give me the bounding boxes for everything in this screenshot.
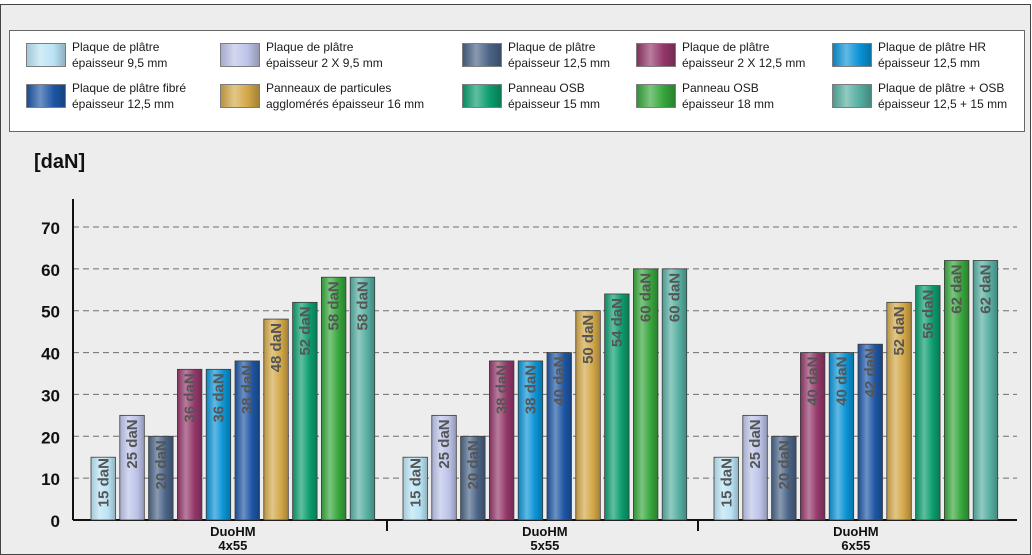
bar xyxy=(800,352,826,521)
bar-value-label: 54 daN xyxy=(609,298,626,347)
bar xyxy=(119,414,145,521)
bar-value-label: 42 daN xyxy=(862,348,879,397)
legend-swatch xyxy=(26,43,66,67)
bar-value-label: 36 daN xyxy=(210,373,227,422)
bar xyxy=(176,368,203,521)
legend-label: Plaque de plâtre fibré épaisseur 12,5 mm xyxy=(72,81,187,111)
bar xyxy=(857,343,883,521)
bar-value-label: 38 daN xyxy=(494,365,511,414)
bar xyxy=(234,360,260,521)
bar-value-label: 38 daN xyxy=(522,365,539,414)
bar xyxy=(828,352,855,521)
legend-label: Panneau OSB épaisseur 15 mm xyxy=(508,81,601,111)
bar xyxy=(944,260,970,521)
category-label: DuoHM xyxy=(833,524,879,539)
bar xyxy=(460,435,486,521)
bar-value-label: 50 daN xyxy=(580,315,597,364)
y-tick-label: 50 xyxy=(41,303,60,322)
bar xyxy=(292,301,318,521)
legend-swatch xyxy=(220,43,260,67)
bar-value-label: 58 daN xyxy=(326,281,343,330)
bar-value-label: 25 daN xyxy=(124,419,141,468)
y-tick-label: 70 xyxy=(41,219,60,238)
legend-swatch xyxy=(636,84,676,108)
bar-value-label: 62 daN xyxy=(949,264,966,313)
bar xyxy=(349,276,376,521)
legend-label: Panneau OSB épaisseur 18 mm xyxy=(682,81,775,111)
bar xyxy=(713,456,739,521)
bar xyxy=(886,301,912,521)
bar-value-label: 48 daN xyxy=(268,323,285,372)
bar xyxy=(263,318,289,521)
category-label: 5x55 xyxy=(530,538,559,553)
legend-label: Plaque de plâtre épaisseur 9,5 mm xyxy=(72,40,168,70)
legend-swatch xyxy=(220,84,260,108)
bar-value-label: 52 daN xyxy=(297,306,314,355)
category-label: DuoHM xyxy=(522,524,568,539)
bar xyxy=(517,360,544,521)
legend-label: Plaque de plâtre + OSB épaisseur 12,5 + … xyxy=(878,81,1008,111)
bar xyxy=(633,268,659,521)
bar-value-label: 25 daN xyxy=(436,419,453,468)
bar-value-label: 60 daN xyxy=(638,273,655,322)
y-axis-label: [daN] xyxy=(34,151,85,173)
bar-value-label: 58 daN xyxy=(354,281,371,330)
bar-value-label: 60 daN xyxy=(666,273,683,322)
bar xyxy=(771,435,797,521)
category-label: 6x55 xyxy=(841,538,870,553)
legend: Plaque de plâtre épaisseur 9,5 mm Plaque … xyxy=(9,30,1025,132)
bar xyxy=(575,310,601,521)
bar xyxy=(972,260,999,521)
legend-swatch xyxy=(26,84,66,108)
bar-value-label: 20 daN xyxy=(153,440,170,489)
legend-swatch xyxy=(462,84,502,108)
bar xyxy=(661,268,688,521)
bar-value-label: 20 daN xyxy=(465,440,482,489)
legend-swatch xyxy=(832,43,872,67)
bar-value-label: 20 daN xyxy=(776,440,793,489)
bar-value-label: 15 daN xyxy=(718,458,735,507)
legend-swatch xyxy=(832,84,872,108)
bar xyxy=(604,293,630,521)
legend-swatch xyxy=(636,43,676,67)
bar-value-label: 62 daN xyxy=(977,264,994,313)
legend-label: Plaque de plâtre HR épaisseur 12,5 mm xyxy=(878,40,987,70)
y-tick-label: 0 xyxy=(51,512,60,531)
category-label: 4x55 xyxy=(218,538,247,553)
bar xyxy=(402,456,428,521)
bar xyxy=(488,360,515,521)
bar xyxy=(915,285,941,521)
bar-value-label: 38 daN xyxy=(239,365,256,414)
bar xyxy=(148,435,174,521)
bar-value-label: 36 daN xyxy=(182,373,199,422)
y-tick-label: 40 xyxy=(41,345,60,364)
bar-value-label: 40 daN xyxy=(551,357,568,406)
bar xyxy=(90,456,116,521)
legend-swatch xyxy=(462,43,502,67)
bar-value-label: 40 daN xyxy=(805,357,822,406)
bar-value-label: 52 daN xyxy=(891,306,908,355)
legend-label: Plaque de plâtre épaisseur 2 X 12,5 mm xyxy=(682,40,806,70)
bar xyxy=(742,414,768,521)
bar-value-label: 15 daN xyxy=(95,458,112,507)
y-tick-label: 60 xyxy=(41,261,60,280)
y-tick-label: 30 xyxy=(41,386,60,405)
bar xyxy=(320,276,347,521)
bar xyxy=(205,368,232,521)
legend-label: Plaque de plâtre épaisseur 2 X 9,5 mm xyxy=(266,40,383,70)
legend-label: Panneaux de particules agglomérés épaiss… xyxy=(266,81,425,111)
bar-value-label: 56 daN xyxy=(920,290,937,339)
bar-value-label: 15 daN xyxy=(407,458,424,507)
y-tick-label: 10 xyxy=(41,470,60,489)
category-label: DuoHM xyxy=(210,524,256,539)
y-tick-label: 20 xyxy=(41,428,60,447)
bar xyxy=(546,352,572,521)
legend-label: Plaque de plâtre épaisseur 12,5 mm xyxy=(508,40,611,70)
bar-value-label: 25 daN xyxy=(747,419,764,468)
bar-value-label: 40 daN xyxy=(833,357,850,406)
bar xyxy=(431,414,457,521)
